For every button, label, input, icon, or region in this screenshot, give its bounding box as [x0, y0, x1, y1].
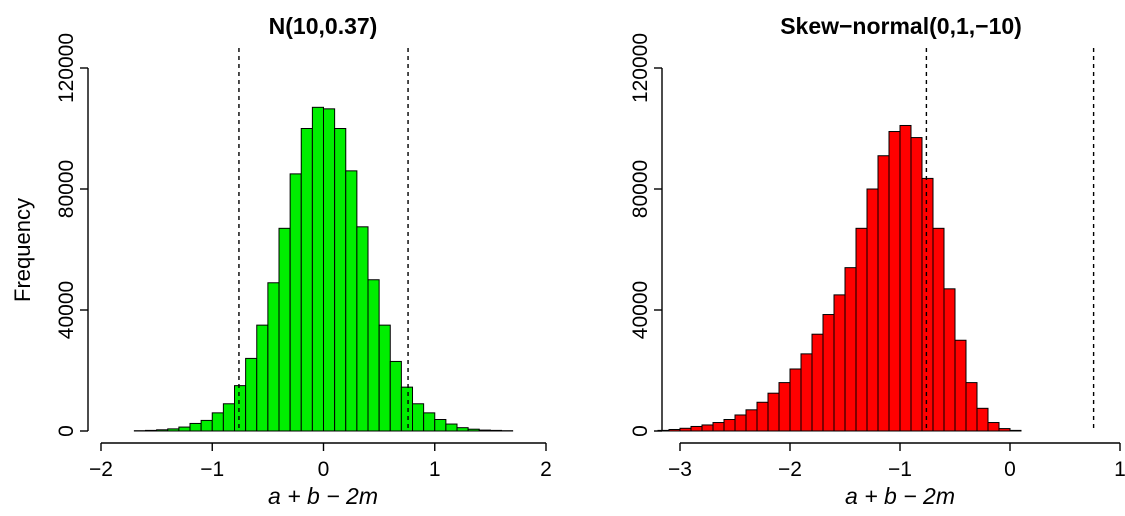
x-tick-label: 1	[1114, 458, 1125, 481]
histogram-bar	[400, 386, 414, 432]
histogram-bar	[932, 227, 945, 432]
y-tick-label: 40000	[55, 281, 78, 339]
x-tick-label: −2	[89, 458, 113, 481]
histogram-bar	[921, 177, 934, 432]
histogram-bar	[767, 392, 780, 432]
histogram-bar	[943, 288, 956, 432]
histogram-bar	[844, 267, 857, 432]
y-tick-label: 0	[55, 425, 78, 437]
histogram-bar	[778, 382, 791, 432]
histogram-bar	[965, 382, 978, 432]
histogram-bar	[311, 106, 325, 432]
histogram-bar	[345, 170, 358, 432]
histogram-bar	[412, 403, 425, 432]
histogram-bar	[679, 427, 692, 432]
histogram-bar	[389, 360, 402, 432]
y-tick-label: 40000	[629, 281, 652, 339]
y-axis: 0 40000 80000 120000	[629, 33, 663, 437]
histogram-bar	[222, 403, 236, 432]
chart-title: Skew−normal(0,1,−10)	[780, 13, 1022, 39]
histogram-bar	[156, 429, 169, 432]
histogram-bar	[467, 428, 480, 432]
bar-group	[133, 106, 514, 432]
histogram-bar	[456, 427, 469, 432]
x-axis-label: a + b − 2m	[268, 483, 378, 509]
histogram-bar	[434, 419, 447, 432]
y-tick-label: 80000	[55, 160, 78, 218]
panel-normal: N(10,0.37) Frequency a + b − 2m −2 −1 0 1 2 …	[10, 13, 552, 509]
histogram-bar	[976, 407, 989, 432]
histogram-bar	[423, 412, 436, 432]
histogram-bar	[734, 414, 747, 432]
histogram-bar	[378, 324, 391, 432]
histogram-bar	[690, 425, 703, 432]
x-axis: −2 −1 0 1 2	[89, 442, 552, 481]
x-tick-label: 0	[318, 458, 330, 481]
histogram-bar	[866, 188, 879, 432]
y-tick-label: 80000	[629, 160, 652, 218]
histogram-bar	[178, 426, 191, 432]
histogram-bar	[789, 368, 802, 432]
bar-group	[657, 124, 1022, 432]
histogram-bar	[323, 108, 336, 432]
y-tick-label: 120000	[55, 33, 78, 103]
histogram-bar	[445, 423, 458, 432]
histogram-bar	[1009, 429, 1022, 432]
histogram-bar	[300, 128, 313, 432]
histogram-bar	[234, 385, 247, 432]
x-axis: −3 −2 −1 0 1	[668, 442, 1125, 481]
y-axis: 0 40000 80000 120000	[55, 33, 89, 437]
y-tick-label: 0	[629, 425, 652, 437]
histogram-bar	[822, 314, 835, 432]
histogram-bar	[833, 294, 846, 432]
x-tick-label: −2	[778, 458, 802, 481]
x-tick-label: 1	[429, 458, 441, 481]
x-tick-label: 2	[540, 458, 552, 481]
histogram-bar	[478, 429, 491, 432]
histogram-bar	[811, 333, 824, 432]
histogram-bar	[877, 155, 890, 432]
histogram-bar	[910, 137, 923, 432]
histogram-bar	[987, 422, 1000, 432]
histogram-bar	[289, 173, 302, 432]
histogram-bar	[267, 282, 280, 432]
histogram-bar	[899, 124, 912, 432]
histogram-bar	[668, 428, 681, 432]
y-axis-label: Frequency	[10, 198, 35, 302]
histogram-bar	[211, 412, 224, 432]
histogram-bar	[800, 353, 813, 432]
histogram-bar	[954, 339, 967, 432]
chart-title: N(10,0.37)	[269, 13, 378, 39]
histogram-bar	[356, 226, 369, 432]
histogram-bar	[701, 424, 714, 432]
histogram-bar	[723, 419, 736, 432]
y-tick-label: 120000	[629, 33, 652, 103]
x-tick-label: −1	[200, 458, 224, 481]
histogram-bar	[367, 279, 380, 432]
histogram-bar	[756, 401, 769, 432]
panel-skew-normal: Skew−normal(0,1,−10) a + b − 2m −3 −2 −1 0 1…	[629, 13, 1125, 509]
x-axis-label: a + b − 2m	[845, 483, 955, 509]
histogram-bar	[245, 357, 258, 432]
histogram-bar	[998, 428, 1011, 432]
histogram-bar	[200, 419, 213, 432]
histogram-bar	[167, 428, 180, 432]
histogram-bar	[489, 429, 503, 432]
histogram-bar	[145, 429, 158, 432]
x-tick-label: −3	[668, 458, 692, 481]
histogram-bar	[256, 324, 269, 432]
histogram-bar	[888, 131, 901, 432]
histogram-bar	[278, 227, 291, 432]
x-tick-label: −1	[888, 458, 912, 481]
x-tick-label: 0	[1004, 458, 1016, 481]
histogram-bar	[334, 128, 347, 432]
histogram-bar	[855, 227, 868, 432]
histogram-bar	[745, 409, 758, 432]
histogram-bar	[189, 422, 202, 432]
histogram-bar	[712, 422, 725, 432]
